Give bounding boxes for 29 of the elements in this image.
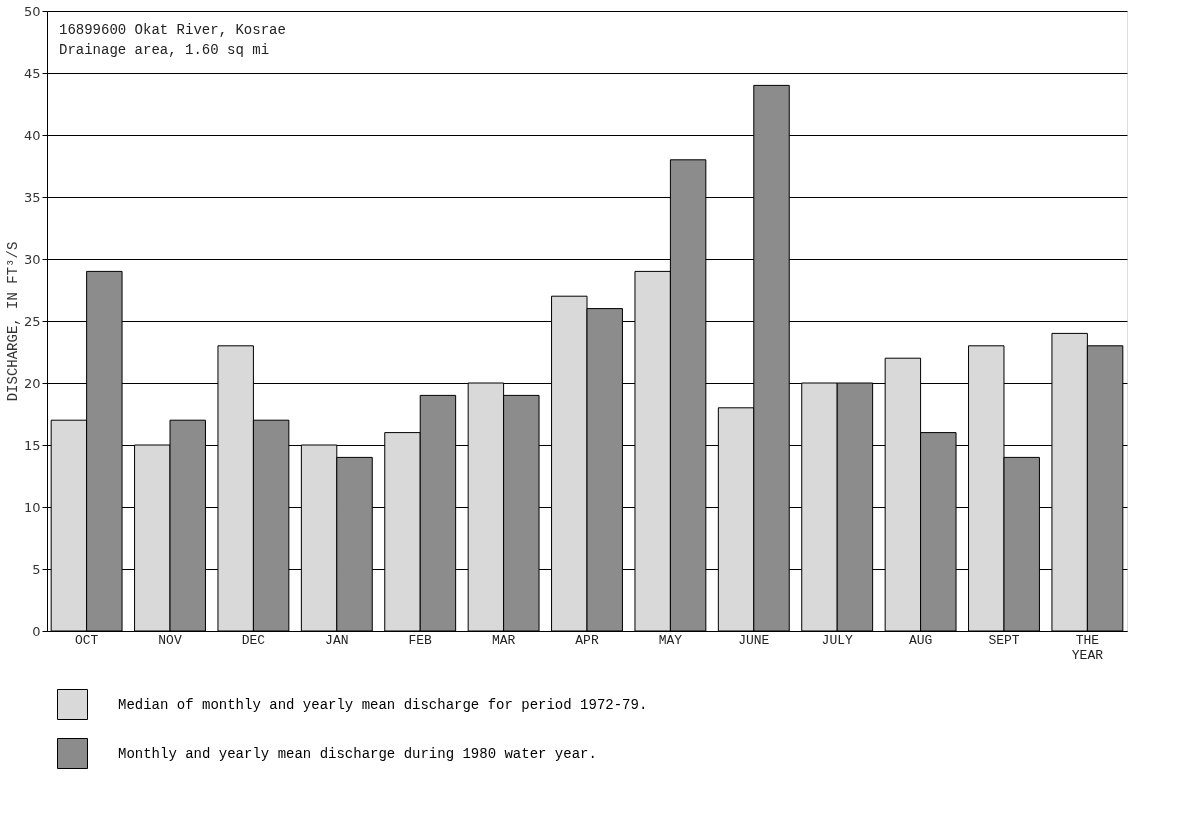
y-tick-label: 50 [23, 3, 41, 19]
y-tick-label: 40 [23, 127, 41, 143]
x-tick-label: THE YEAR [1071, 632, 1104, 663]
x-tick-label: OCT [74, 632, 99, 648]
y-tick-label: 45 [23, 65, 41, 81]
x-tick-label: JAN [325, 632, 349, 648]
y-tick-label: 10 [23, 499, 41, 515]
x-tick-label: JULY [821, 632, 853, 648]
y-tick-label: 25 [23, 313, 41, 329]
x-tick-label: DEC [241, 632, 266, 648]
y-tick-label: 15 [23, 437, 41, 453]
x-tick-label: APR [575, 632, 599, 648]
annotation: Drainage area, 1.60 sq mi [59, 42, 270, 58]
y-tick-label: 30 [23, 251, 41, 267]
x-tick-label: FEB [408, 632, 433, 648]
x-tick-label: NOV [158, 632, 182, 648]
legend-label: Median of monthly and yearly mean discharge for period 1972-79. [118, 696, 648, 713]
x-tick-label: AUG [908, 632, 933, 648]
y-tick-label: 0 [32, 623, 41, 639]
y-tick-label: 20 [23, 375, 41, 391]
y-tick-label: 35 [23, 189, 41, 205]
y-axis-title: DISCHARGE, IN FT³/S [4, 241, 21, 402]
legend-label: Monthly and yearly mean discharge during 1980 water year. [118, 745, 597, 762]
annotation: 16899600 Okat River, Kosrae [59, 22, 286, 38]
x-tick-label: JUNE [738, 632, 770, 648]
x-tick-label: MAY [658, 632, 683, 648]
x-tick-label: SEPT [988, 632, 1020, 648]
x-tick-label: MAR [491, 632, 516, 648]
y-tick-label: 5 [32, 561, 41, 577]
